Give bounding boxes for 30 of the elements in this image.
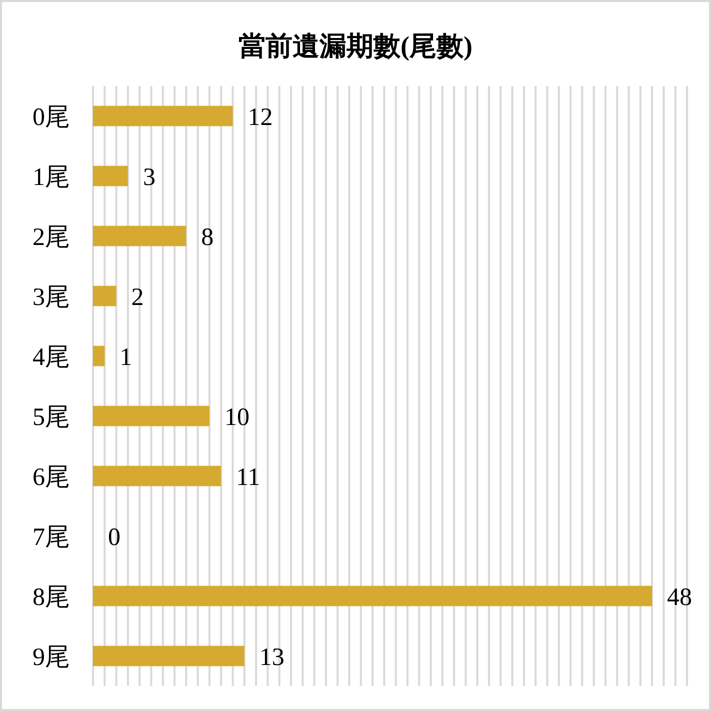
data-label: 13 [259,644,284,671]
y-tick-label: 8尾 [32,584,70,611]
chart-title: 當前遺漏期數(尾數) [238,31,472,61]
bar [93,586,652,606]
y-tick-label: 3尾 [32,284,70,311]
y-tick-label: 2尾 [32,224,70,251]
data-label: 3 [142,164,156,191]
data-label: 48 [667,584,692,611]
y-tick-label: 0尾 [32,104,70,131]
bar [93,346,105,366]
data-label: 1 [120,344,132,371]
data-label: 0 [108,524,120,551]
y-tick-label: 6尾 [32,464,70,491]
y-tick-label: 9尾 [32,644,70,671]
bar [93,106,233,126]
y-tick-label: 1尾 [32,164,70,191]
bar [93,286,116,306]
y-tick-label: 5尾 [32,404,70,431]
data-label: 8 [201,224,214,251]
data-label: 2 [131,284,144,311]
data-label: 11 [236,464,260,491]
bar [93,646,244,666]
y-tick-label: 4尾 [32,344,70,371]
bar [93,166,128,186]
data-label: 12 [248,104,273,131]
data-label: 10 [224,404,250,431]
y-tick-label: 7尾 [32,524,70,551]
bar [93,466,222,486]
bar [93,226,186,246]
bar [93,406,210,426]
